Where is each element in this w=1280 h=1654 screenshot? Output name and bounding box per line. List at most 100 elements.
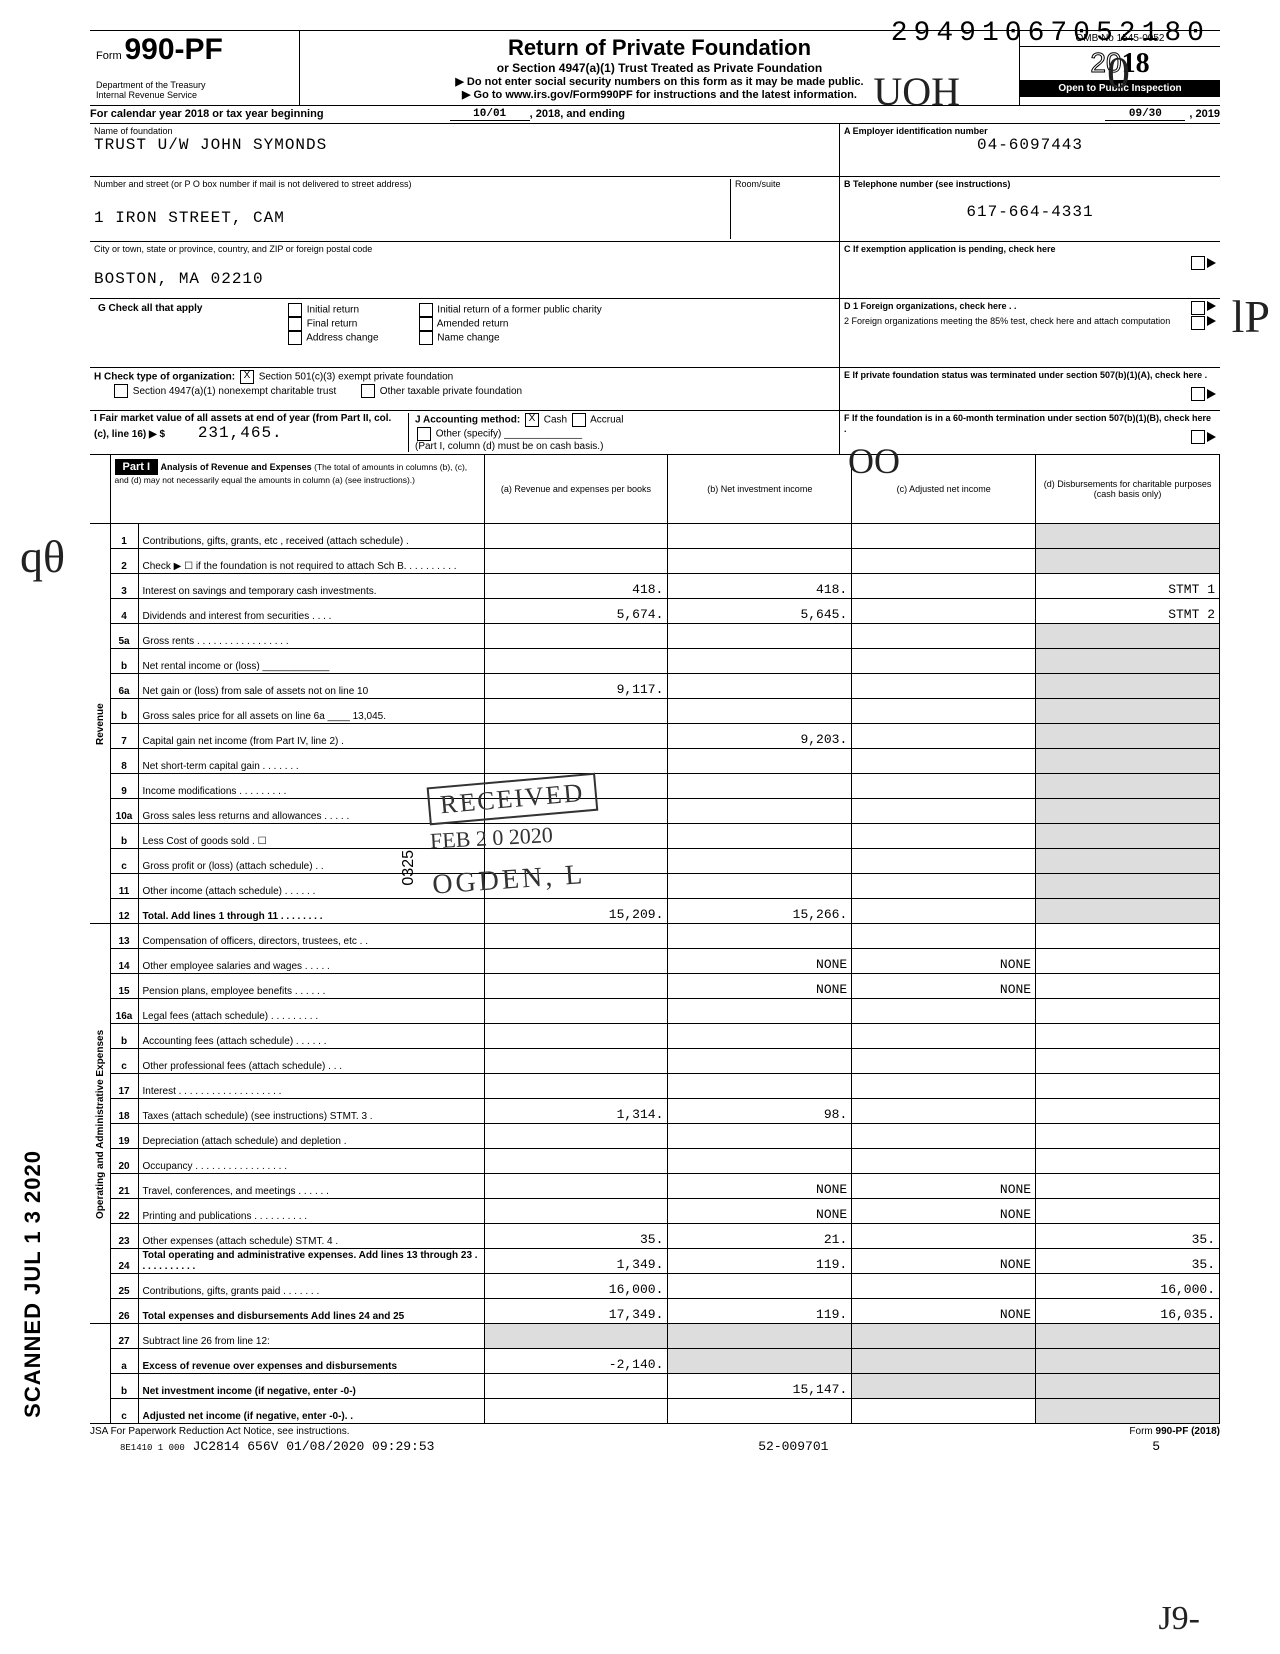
col-d bbox=[1036, 774, 1220, 799]
line-desc: Total expenses and disbursements Add lin… bbox=[138, 1299, 484, 1324]
col-b bbox=[668, 699, 852, 724]
col-d bbox=[1036, 999, 1220, 1024]
col-d bbox=[1036, 1024, 1220, 1049]
name-change-checkbox[interactable] bbox=[419, 331, 433, 345]
line-desc: Interest on savings and temporary cash i… bbox=[138, 574, 484, 599]
col-a bbox=[484, 624, 668, 649]
col-a: 5,674. bbox=[484, 599, 668, 624]
col-a bbox=[484, 824, 668, 849]
address-change-checkbox[interactable] bbox=[288, 331, 302, 345]
col-b: 119. bbox=[668, 1249, 852, 1274]
col-a bbox=[484, 849, 668, 874]
col-c bbox=[852, 1274, 1036, 1299]
line-desc: Other income (attach schedule) . . . . .… bbox=[138, 874, 484, 899]
col-c bbox=[852, 1399, 1036, 1424]
col-c bbox=[852, 774, 1036, 799]
col-a: 15,209. bbox=[484, 899, 668, 924]
col-b bbox=[668, 1074, 852, 1099]
foreign-org-checkbox[interactable] bbox=[1191, 301, 1205, 315]
col-a bbox=[484, 1124, 668, 1149]
line-num: 13 bbox=[110, 924, 138, 949]
other-method-checkbox[interactable] bbox=[417, 427, 431, 441]
status-terminated-checkbox[interactable] bbox=[1191, 387, 1205, 401]
col-b bbox=[668, 924, 852, 949]
foundation-name: TRUST U/W JOHN SYMONDS bbox=[94, 136, 835, 154]
former-charity-checkbox[interactable] bbox=[419, 303, 433, 317]
col-d bbox=[1036, 1349, 1220, 1374]
col-b bbox=[668, 999, 852, 1024]
line-num: 1 bbox=[110, 524, 138, 549]
foreign-85-checkbox[interactable] bbox=[1191, 316, 1205, 330]
cash-checkbox[interactable]: X bbox=[525, 413, 539, 427]
fmv-value: 231,465. bbox=[198, 424, 283, 442]
col-a bbox=[484, 949, 668, 974]
col-b bbox=[668, 874, 852, 899]
line-desc: Travel, conferences, and meetings . . . … bbox=[138, 1174, 484, 1199]
col-a: 1,349. bbox=[484, 1249, 668, 1274]
col-d bbox=[1036, 1199, 1220, 1224]
col-b: 9,203. bbox=[668, 724, 852, 749]
col-b bbox=[668, 1049, 852, 1074]
line-desc: Total. Add lines 1 through 11 . . . . . … bbox=[138, 899, 484, 924]
line-desc: Pension plans, employee benefits . . . .… bbox=[138, 974, 484, 999]
col-b: 15,266. bbox=[668, 899, 852, 924]
final-return-checkbox[interactable] bbox=[288, 317, 302, 331]
d1-label: D 1 Foreign organizations, check here . … bbox=[844, 301, 1017, 311]
col-c bbox=[852, 1149, 1036, 1174]
col-c bbox=[852, 824, 1036, 849]
col-d bbox=[1036, 1149, 1220, 1174]
h-label: H Check type of organization: bbox=[94, 372, 235, 383]
initial-return-checkbox[interactable] bbox=[288, 303, 302, 317]
line-num: 19 bbox=[110, 1124, 138, 1149]
period-end: 09/30 bbox=[1105, 108, 1185, 121]
dept-label: Department of the Treasury Internal Reve… bbox=[96, 81, 293, 101]
col-c bbox=[852, 549, 1036, 574]
col-d bbox=[1036, 1324, 1220, 1349]
col-b bbox=[668, 1324, 852, 1349]
line-num: 22 bbox=[110, 1199, 138, 1224]
handwritten-zero: 0 bbox=[1107, 46, 1130, 99]
col-c bbox=[852, 649, 1036, 674]
footer-page: 5 bbox=[1152, 1439, 1160, 1454]
col-a bbox=[484, 799, 668, 824]
col-d: STMT 1 bbox=[1036, 574, 1220, 599]
col-a bbox=[484, 1374, 668, 1399]
handwritten-initials: UOH bbox=[873, 68, 960, 115]
line-desc: Depreciation (attach schedule) and deple… bbox=[138, 1124, 484, 1149]
line-desc: Subtract line 26 from line 12: bbox=[138, 1324, 484, 1349]
col-c: NONE bbox=[852, 1299, 1036, 1324]
col-b bbox=[668, 1124, 852, 1149]
col-d bbox=[1036, 1399, 1220, 1424]
line-num: c bbox=[110, 1049, 138, 1074]
d2-label: 2 Foreign organizations meeting the 85% … bbox=[844, 316, 1170, 326]
part1-table: Part I Analysis of Revenue and Expenses … bbox=[90, 455, 1220, 1424]
line-num: b bbox=[110, 1024, 138, 1049]
line-num: 23 bbox=[110, 1224, 138, 1249]
col-a bbox=[484, 974, 668, 999]
501c3-checkbox[interactable]: X bbox=[240, 370, 254, 384]
col-b bbox=[668, 849, 852, 874]
60-month-checkbox[interactable] bbox=[1191, 430, 1205, 444]
line-desc: Gross sales less returns and allowances … bbox=[138, 799, 484, 824]
line-num: 10a bbox=[110, 799, 138, 824]
form-footer: Form 990-PF (2018) bbox=[1129, 1426, 1220, 1437]
col-c bbox=[852, 599, 1036, 624]
handwritten-lp: lP bbox=[1232, 290, 1270, 343]
col-d-head: (d) Disbursements for charitable purpose… bbox=[1036, 455, 1220, 524]
col-b bbox=[668, 774, 852, 799]
phone-label: B Telephone number (see instructions) bbox=[844, 179, 1216, 189]
col-b: 119. bbox=[668, 1299, 852, 1324]
other-taxable-checkbox[interactable] bbox=[361, 384, 375, 398]
amended-return-checkbox[interactable] bbox=[419, 317, 433, 331]
line-num: 6a bbox=[110, 674, 138, 699]
line-num: c bbox=[110, 1399, 138, 1424]
accrual-checkbox[interactable] bbox=[572, 413, 586, 427]
col-a bbox=[484, 1024, 668, 1049]
col-a bbox=[484, 1074, 668, 1099]
col-c bbox=[852, 1349, 1036, 1374]
exemption-pending-checkbox[interactable] bbox=[1191, 256, 1205, 270]
4947-checkbox[interactable] bbox=[114, 384, 128, 398]
scanned-stamp: SCANNED JUL 1 3 2020 bbox=[20, 1150, 46, 1418]
line-num: 8 bbox=[110, 749, 138, 774]
col-d bbox=[1036, 699, 1220, 724]
